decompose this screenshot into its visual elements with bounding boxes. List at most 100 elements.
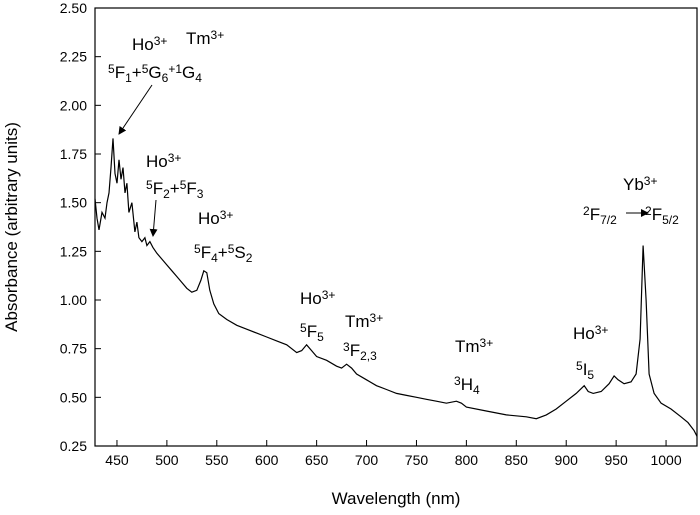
annotation-part: 3+ (211, 28, 225, 42)
annotation-part: + (218, 243, 228, 262)
arrow (149, 199, 158, 237)
annotation: Ho3+ (132, 34, 167, 54)
annotation-part: Ho (198, 209, 220, 228)
x-tick-label: 850 (505, 452, 529, 468)
annotation-part: H (461, 375, 473, 394)
annotation-part: 3+ (480, 336, 494, 350)
annotation-part: 2 (246, 251, 253, 265)
y-tick-label: 1.75 (60, 146, 87, 162)
annotation-part: 2 (163, 187, 170, 201)
annotation-part: 1 (125, 71, 132, 85)
x-tick-label: 900 (555, 452, 579, 468)
annotation-part: 5 (587, 368, 594, 382)
annotation-part: 7/2 (600, 213, 617, 227)
annotation: 5F4+5S2 (194, 242, 253, 265)
annotation-part: 5 (146, 178, 153, 192)
annotation-part: 5 (142, 62, 149, 76)
annotation-part: F (350, 341, 360, 360)
annotation-part: F (590, 205, 600, 224)
annotation-part: Tm (455, 337, 480, 356)
annotation-part: 5 (300, 321, 307, 335)
y-axis-title: Absorbance (arbitrary units) (2, 122, 21, 332)
annotation-part: Tm (186, 29, 211, 48)
annotation-part: 2,3 (360, 349, 377, 363)
annotation-part: F (307, 322, 317, 341)
annotation-part: 3 (343, 340, 350, 354)
x-tick-label: 550 (205, 452, 229, 468)
annotation: Tm3+ (345, 311, 383, 331)
annotation: 5F5 (300, 321, 324, 344)
annotation-part: + (168, 62, 175, 76)
annotation: 5F1+5G6+1G4 (108, 62, 202, 85)
annotation-part: Ho (300, 289, 322, 308)
x-tick-label: 450 (105, 452, 129, 468)
annotation-part: 3+ (322, 288, 336, 302)
annotation-part: 6 (162, 71, 169, 85)
y-tick-label: 2.25 (60, 49, 87, 65)
annotation-part: 4 (473, 383, 480, 397)
plot-frame (94, 7, 698, 447)
annotation: 5I5 (576, 359, 594, 382)
annotation-part: 1 (175, 62, 182, 76)
annotation-part: 2 (583, 204, 590, 218)
annotation-part: 3+ (154, 34, 168, 48)
annotation: Ho3+ (573, 323, 608, 343)
annotation-part: F (201, 243, 211, 262)
annotation: Tm3+ (455, 336, 493, 356)
x-tick-label: 700 (355, 452, 379, 468)
x-tick-label: 800 (455, 452, 479, 468)
annotation-part: 4 (195, 71, 202, 85)
annotation-part: + (132, 63, 142, 82)
x-tick-label: 500 (155, 452, 179, 468)
annotation-part: F (153, 179, 163, 198)
y-tick-label: 0.50 (60, 389, 87, 405)
annotation: 3F2,3 (343, 340, 377, 363)
annotation: 2F5/2 (645, 204, 679, 227)
y-tick-label: 2.00 (60, 97, 87, 113)
x-tick-label: 1000 (650, 452, 681, 468)
annotation: Ho3+ (146, 151, 181, 171)
annotation-part: 5 (228, 242, 235, 256)
annotation-part: Yb (623, 175, 644, 194)
annotation-part: S (234, 243, 245, 262)
annotation: Ho3+ (300, 288, 335, 308)
annotation-part: 5 (317, 330, 324, 344)
annotation: 5F2+5F3 (146, 178, 204, 201)
annotation-part: I (583, 360, 588, 379)
annotation-part: F (115, 63, 125, 82)
annotation-part: Tm (345, 312, 370, 331)
annotation-part: 2 (645, 204, 652, 218)
annotation: Ho3+ (198, 208, 233, 228)
annotation-part: 3 (197, 187, 204, 201)
y-tick-label: 1.25 (60, 243, 87, 259)
annotation-part: + (170, 179, 180, 198)
x-axis-title: Wavelength (nm) (332, 489, 461, 508)
annotation-part: 5 (194, 242, 201, 256)
annotation-part: 5/2 (662, 213, 679, 227)
y-tick-label: 2.50 (60, 0, 87, 16)
annotation-part: 3+ (168, 151, 182, 165)
annotation-part: F (186, 179, 196, 198)
x-tick-label: 650 (305, 452, 329, 468)
y-tick-label: 1.50 (60, 195, 87, 211)
annotation: 3H4 (454, 374, 480, 397)
annotation: Yb3+ (623, 174, 657, 194)
arrow (118, 84, 153, 135)
x-tick-label: 600 (255, 452, 279, 468)
annotation-part: 3+ (644, 174, 658, 188)
y-tick-label: 0.75 (60, 341, 87, 357)
annotation-part: G (148, 63, 161, 82)
y-tick-label: 0.25 (60, 438, 87, 454)
annotation-part: 3+ (370, 311, 384, 325)
annotation-part: F (652, 205, 662, 224)
annotation: 2F7/2 (583, 204, 617, 227)
y-tick-label: 1.00 (60, 292, 87, 308)
spectrum-line (94, 138, 698, 437)
annotation-part: 3 (454, 374, 461, 388)
annotation-part: G (182, 63, 195, 82)
annotation-part: 3+ (220, 208, 234, 222)
annotation-part: 5 (108, 62, 115, 76)
annotation-part: Ho (573, 324, 595, 343)
